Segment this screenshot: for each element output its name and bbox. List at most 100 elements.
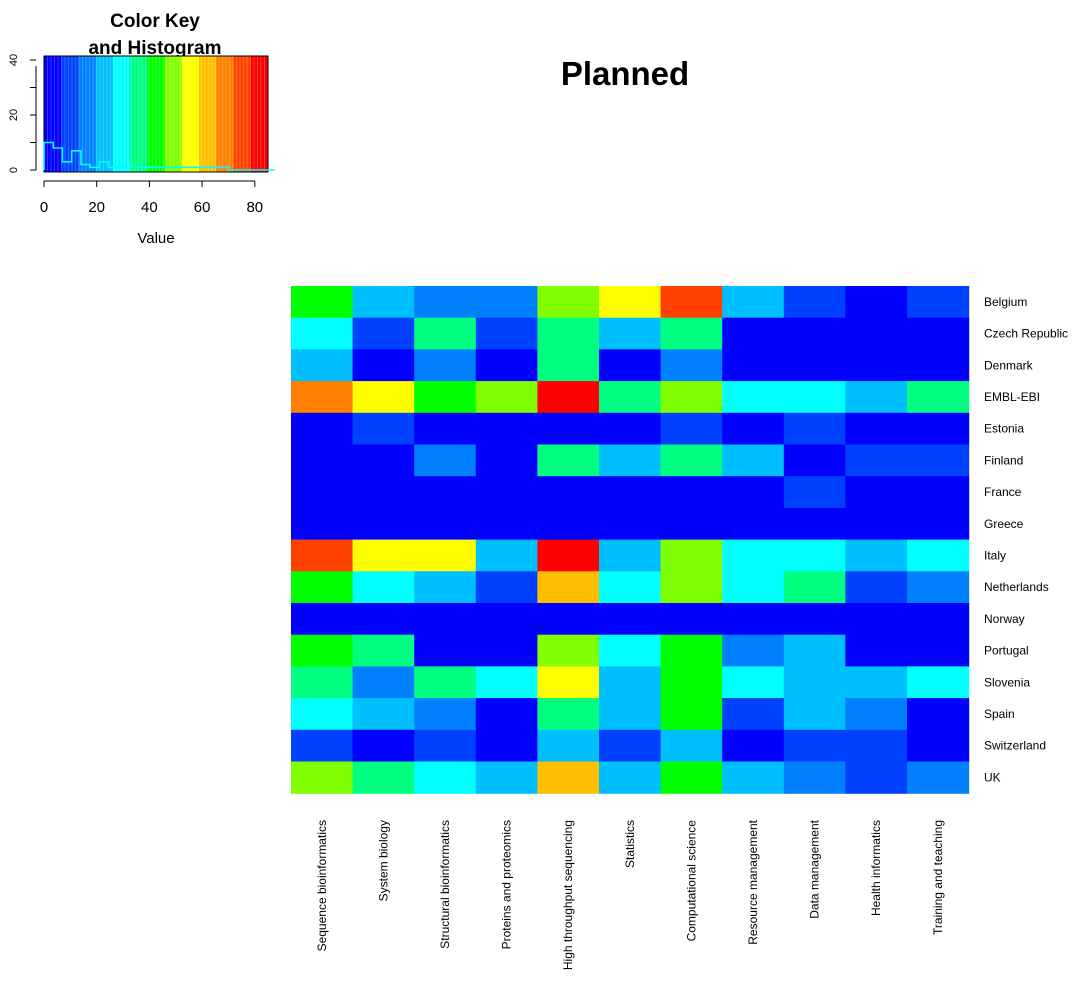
heatmap-cell — [537, 761, 600, 794]
heatmap-cell — [475, 507, 538, 541]
heatmap-cell — [722, 444, 785, 477]
heatmap-cell — [537, 666, 600, 699]
heatmap-cell — [845, 666, 908, 699]
heatmap-cell — [475, 476, 538, 509]
heatmap-cell — [845, 476, 908, 509]
heatmap-cell — [599, 476, 662, 509]
column-label: Resource management — [746, 819, 760, 944]
heatmap-cell — [907, 634, 970, 667]
heatmap-cell — [537, 571, 600, 604]
heatmap-cell — [845, 539, 908, 572]
heatmap-cell — [475, 603, 538, 636]
chart-title: Planned — [561, 55, 689, 92]
heatmap-cell — [660, 286, 723, 319]
heatmap-cell — [907, 444, 970, 477]
heatmap-cell — [414, 381, 477, 414]
color-key-swatch — [112, 56, 131, 172]
heatmap-cell — [414, 317, 477, 350]
row-label: Slovenia — [984, 675, 1030, 689]
heatmap-cell — [783, 317, 846, 350]
heatmap-cell — [475, 412, 538, 446]
heatmap-cell — [907, 507, 970, 541]
heatmap-cell — [660, 317, 723, 350]
heatmap-cell — [291, 603, 354, 636]
heatmap-cell — [537, 444, 600, 477]
heatmap-cell — [599, 634, 662, 667]
color-key-swatch — [61, 56, 79, 172]
heatmap-cell — [660, 666, 723, 699]
column-label: Sequence bioinformatics — [315, 820, 329, 951]
column-label: High throughput sequencing — [561, 820, 575, 970]
color-key-x-label: Value — [137, 230, 174, 247]
heatmap-cell — [907, 698, 970, 731]
color-key-swatch — [233, 56, 252, 172]
row-label: EMBL-EBI — [984, 390, 1040, 404]
heatmap-column-labels: Sequence bioinformatics System biology Str… — [315, 819, 945, 970]
row-label: Denmark — [984, 358, 1034, 372]
heatmap-cell — [414, 666, 477, 699]
heatmap-cell — [907, 729, 970, 763]
heatmap-cell — [352, 317, 415, 350]
color-key-histogram — [43, 141, 275, 171]
row-label: Czech Republic — [984, 327, 1068, 341]
heatmap-cell — [291, 634, 354, 667]
color-key-frame — [43, 55, 269, 173]
heatmap-cell — [722, 286, 785, 319]
color-key-swatch — [216, 56, 234, 172]
color-key-swatch — [164, 56, 183, 172]
color-key-swatch — [78, 56, 97, 172]
heatmap-cell — [475, 317, 538, 350]
heatmap-cell — [414, 349, 477, 382]
heatmap-cell — [291, 698, 354, 731]
heatmap-cell — [722, 666, 785, 699]
heatmap-cell — [352, 571, 415, 604]
heatmap-cell — [475, 349, 538, 382]
heatmap-cell — [599, 444, 662, 477]
heatmap-cell — [475, 634, 538, 667]
heatmap-cell — [722, 412, 785, 446]
heatmap-cell — [599, 507, 662, 541]
color-key-swatch — [95, 56, 114, 172]
color-key-x-tick-label: 60 — [194, 199, 211, 216]
color-key-swatch — [147, 56, 166, 172]
color-key-x-tick-label: 0 — [40, 199, 48, 216]
color-key-x-tick-label: 20 — [88, 199, 105, 216]
heatmap-cell — [660, 761, 723, 794]
color-key-swatch — [130, 56, 148, 172]
heatmap-cell — [475, 761, 538, 794]
heatmap-cell — [475, 381, 538, 414]
heatmap-cell — [291, 507, 354, 541]
heatmap-cell — [537, 603, 600, 636]
heatmap-cell — [907, 761, 970, 794]
heatmap-cell — [722, 381, 785, 414]
heatmap-cell — [722, 571, 785, 604]
heatmap-cell — [783, 412, 846, 446]
heatmap-cell — [722, 476, 785, 509]
heatmap-cell — [907, 603, 970, 636]
heatmap-cell — [660, 444, 723, 477]
column-label: Structural bioinformatics — [438, 820, 452, 949]
heatmap-cell — [907, 381, 970, 414]
heatmap-cell — [722, 729, 785, 763]
row-label: Italy — [984, 549, 1006, 563]
heatmap-cell — [722, 698, 785, 731]
heatmap-cell — [845, 603, 908, 636]
heatmap-cell — [783, 507, 846, 541]
heatmap-cell — [845, 444, 908, 477]
row-label: Portugal — [984, 644, 1029, 658]
heatmap-cell — [599, 729, 662, 763]
heatmap-cell — [907, 317, 970, 350]
color-key-swatch — [199, 56, 217, 172]
heatmap-cell — [475, 539, 538, 572]
heatmap-cell — [783, 381, 846, 414]
heatmap-cell — [414, 634, 477, 667]
heatmap-cell — [291, 539, 354, 572]
heatmap-cell — [722, 317, 785, 350]
heatmap-cell — [907, 412, 970, 446]
heatmap-cell — [291, 412, 354, 446]
color-key-y-tick-label: 0 — [8, 167, 20, 173]
heatmap-cell — [660, 571, 723, 604]
heatmap-cell — [475, 571, 538, 604]
heatmap-cell — [352, 634, 415, 667]
heatmap-cell — [414, 476, 477, 509]
